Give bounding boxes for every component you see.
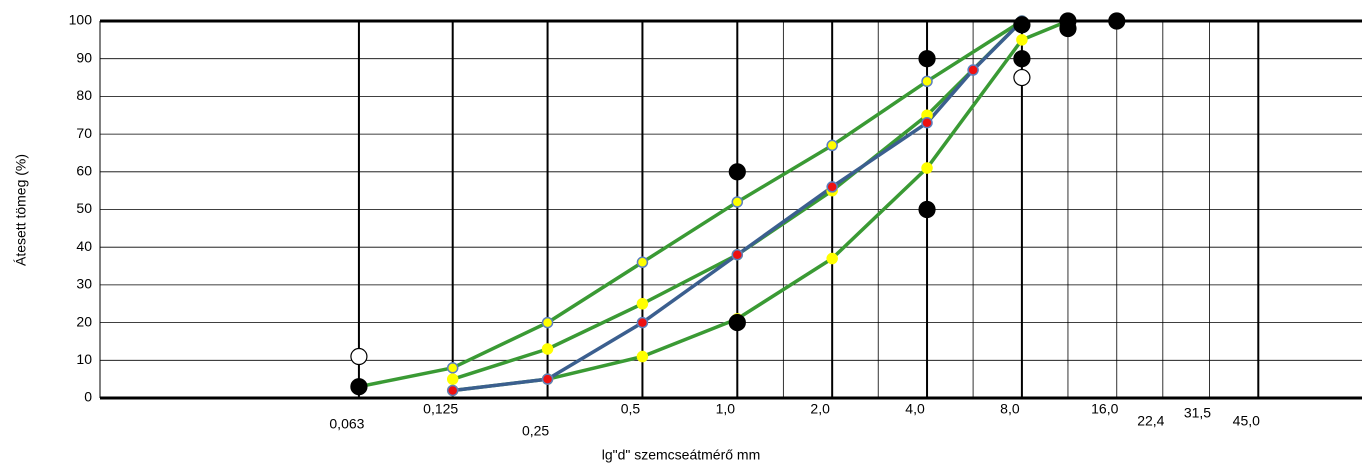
x-tick-label: 8,0 [1000,401,1020,417]
y-axis-title: Átesett tömeg (%) [13,154,29,266]
marker [636,256,649,269]
marker [541,343,554,355]
marker [541,316,554,329]
y-tick-label: 80 [76,87,92,103]
y-tick-label: 50 [76,200,92,216]
marker [921,117,933,129]
marker [967,64,979,76]
marker [541,373,554,385]
marker [826,139,838,152]
x-tick-label: 0,063 [329,416,364,432]
point [918,50,936,68]
point [1013,68,1031,87]
x-tick-label: 2,0 [810,401,830,417]
point [728,314,746,332]
point [350,347,368,366]
marker [826,252,838,265]
marker [731,196,744,208]
series-line [358,19,1023,389]
x-tick-label: 4,0 [905,401,925,417]
point [918,200,936,219]
series-line [452,19,1069,393]
y-tick-label: 70 [76,125,92,141]
marker [636,350,649,363]
point [350,378,368,396]
y-tick-label: 90 [76,49,92,65]
y-tick-label: 20 [76,313,92,329]
marker [921,75,933,88]
point [728,163,746,181]
marker [731,248,744,261]
marker [636,316,649,329]
point [1013,16,1031,34]
x-axis-title: lg"d" szemcseátmérő mm [602,447,761,463]
x-tick-label: 45,0 [1233,413,1260,429]
marker [636,298,649,310]
y-tick-label: 10 [76,351,92,367]
marker [921,162,933,174]
series-line [452,19,1024,393]
y-tick-label: 60 [76,163,92,179]
marker [826,181,838,193]
y-tick-label: 100 [69,12,93,28]
x-tick-label: 22,4 [1137,413,1164,429]
y-tick-label: 40 [76,238,92,254]
point [1013,50,1031,68]
x-tick-label: 0,125 [423,401,458,417]
y-tick-label: 30 [76,276,92,292]
marker [446,373,459,385]
x-tick-label: 0,5 [621,401,641,417]
x-tick-label: 31,5 [1184,405,1211,421]
y-tick-label: 0 [84,389,92,405]
marker [446,362,459,374]
x-tick-label: 0,25 [522,423,549,439]
marker [446,384,459,397]
marker [1016,34,1028,46]
point [1108,12,1126,30]
point [1059,19,1077,38]
x-tick-label: 1,0 [716,401,736,417]
x-tick-label: 16,0 [1091,401,1118,417]
